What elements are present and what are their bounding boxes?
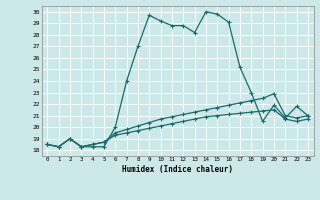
X-axis label: Humidex (Indice chaleur): Humidex (Indice chaleur): [122, 165, 233, 174]
